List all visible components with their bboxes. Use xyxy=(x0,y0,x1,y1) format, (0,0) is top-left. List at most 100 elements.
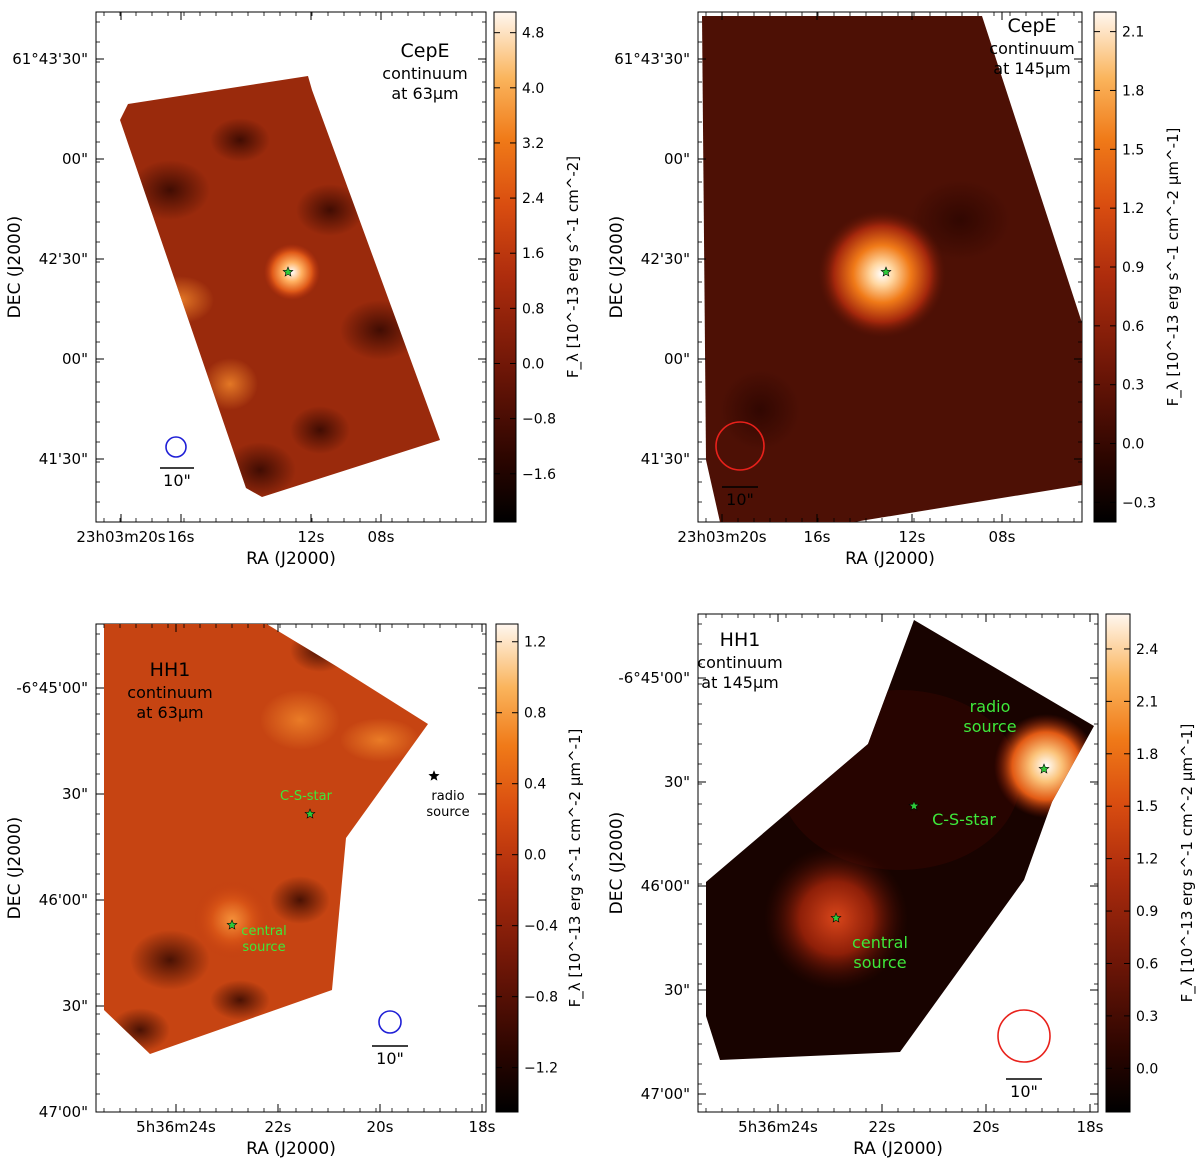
wavelength-label: at 63μm xyxy=(391,84,458,103)
colorbar-label: F_λ [10^-13 erg s^-1 cm^-2 μm^-1] xyxy=(566,729,585,1008)
y-tick-label: 61°43'30" xyxy=(614,50,690,68)
x-axis-label: RA (J2000) xyxy=(853,1139,943,1159)
star-marker xyxy=(226,919,238,930)
colorbar-tick-label: −0.3 xyxy=(1122,495,1156,511)
colorbar-tick-label: −0.8 xyxy=(524,990,558,1006)
x-tick-label: 12s xyxy=(298,528,325,546)
y-axis-label: DEC (J2000) xyxy=(5,216,25,319)
colorbar-tick-label: 0.8 xyxy=(522,301,544,317)
colorbar-tick-label: 0.3 xyxy=(1122,378,1144,394)
colorbar-tick-label: −0.4 xyxy=(524,919,558,935)
star-label: central xyxy=(241,924,286,939)
y-tick-label: 42'30" xyxy=(641,250,690,268)
colorbar-tick-label: 1.2 xyxy=(524,635,546,651)
x-tick-label: 20s xyxy=(367,1118,394,1136)
wavelength-label: at 63μm xyxy=(136,703,203,722)
star-label: C-S-star xyxy=(932,810,996,829)
colorbar-tick-label: 3.2 xyxy=(522,136,544,152)
y-tick-label: 00" xyxy=(664,350,690,368)
y-tick-label: -6°45'00" xyxy=(16,679,88,697)
y-tick-label: 00" xyxy=(62,150,88,168)
y-tick-label: 41'30" xyxy=(39,450,88,468)
wavelength-label: at 145μm xyxy=(993,59,1070,78)
colorbar xyxy=(495,623,519,1113)
colorbar-tick-label: 0.6 xyxy=(1122,319,1144,335)
colorbar-tick-label: 0.4 xyxy=(524,777,546,793)
x-tick-label: 18s xyxy=(1077,1118,1104,1136)
star-marker xyxy=(1038,763,1050,774)
continuum-label: continuum xyxy=(989,39,1074,58)
y-tick-label: 30" xyxy=(62,997,88,1015)
x-tick-label: 18s xyxy=(469,1118,496,1136)
beam-circle xyxy=(715,421,765,471)
y-tick-label: 30" xyxy=(664,773,690,791)
panel-cepe-145um: 23h03m20s 16s 12s 08s 61°43'30" 00" 42'30" 00" 4… xyxy=(607,11,1183,569)
colorbar-tick-label: 0.0 xyxy=(1122,437,1144,453)
y-tick-label: 41'30" xyxy=(641,450,690,468)
star-label: source xyxy=(426,805,469,820)
colorbar-tick-label: 0.0 xyxy=(524,848,546,864)
x-tick-label: 12s xyxy=(899,528,926,546)
colorbar-tick-label: 2.1 xyxy=(1122,25,1144,41)
colorbar-tick-label: 0.0 xyxy=(522,356,544,372)
colorbar-tick-label: 1.6 xyxy=(522,246,544,262)
y-axis-label: DEC (J2000) xyxy=(607,216,627,319)
colorbar-tick-label: 1.2 xyxy=(1122,201,1144,217)
star-label: source xyxy=(242,940,285,955)
star-label: source xyxy=(963,717,1016,736)
scale-bar-label: 10" xyxy=(376,1049,404,1068)
object-label: HH1 xyxy=(720,629,761,651)
colorbar-tick-label: 1.5 xyxy=(1122,142,1144,158)
colorbar-tick-label: 2.1 xyxy=(1136,694,1158,710)
y-tick-label: 47'00" xyxy=(641,1085,690,1103)
continuum-label: continuum xyxy=(697,653,782,672)
object-label: CepE xyxy=(400,40,449,62)
scale-bar-label: 10" xyxy=(1010,1082,1038,1101)
colorbar-tick-label: 0.6 xyxy=(1136,956,1158,972)
star-marker xyxy=(830,912,842,923)
colorbar-tick-label: 1.8 xyxy=(1136,747,1158,763)
colorbar-tick-label: 4.0 xyxy=(522,81,544,97)
colorbar xyxy=(1105,613,1131,1113)
colorbar-tick-label: 1.5 xyxy=(1136,799,1158,815)
star-marker xyxy=(908,800,920,811)
beam-circle xyxy=(165,436,187,458)
beam-circle xyxy=(997,1009,1051,1063)
colorbar-tick-label: 0.9 xyxy=(1122,260,1144,276)
panel-cepe-63um: 23h03m20s 16s 12s 08s 61°43'30" 00" 42'30" 00" 4… xyxy=(5,11,583,569)
colorbar-tick-label: 2.4 xyxy=(1136,642,1158,658)
star-marker xyxy=(304,808,316,819)
panel-hh1-145um: 5h36m24s 22s 20s 18s -6°45'00" 30" 46'00" 30" 47… xyxy=(607,613,1197,1159)
scale-bar-label: 10" xyxy=(726,490,754,509)
x-tick-label: 23h03m20s xyxy=(677,528,766,546)
beam-circle xyxy=(378,1010,402,1034)
star-marker xyxy=(282,266,294,277)
y-tick-label: 46'00" xyxy=(39,891,88,909)
colorbar-tick-label: 0.0 xyxy=(1136,1061,1158,1077)
y-tick-label: 00" xyxy=(664,150,690,168)
panel-hh1-63um: 5h36m24s 22s 20s 18s -6°45'00" 30" 46'00" 30" 47… xyxy=(5,623,585,1159)
y-tick-label: 00" xyxy=(62,350,88,368)
colorbar-tick-label: 0.9 xyxy=(1136,904,1158,920)
star-label: source xyxy=(853,953,906,972)
colorbar-label: F_λ [10^-13 erg s^-1 cm^-2 μm^-1] xyxy=(1178,724,1197,1003)
star-label: C-S-star xyxy=(280,789,333,804)
x-axis-label: RA (J2000) xyxy=(246,549,336,569)
star-label: central xyxy=(852,933,908,952)
x-tick-label: 08s xyxy=(989,528,1016,546)
colorbar-tick-label: −1.6 xyxy=(522,467,556,483)
star-label: radio xyxy=(970,697,1011,716)
x-tick-label: 5h36m24s xyxy=(738,1118,818,1136)
colorbar xyxy=(493,11,517,523)
colorbar-tick-label: 4.8 xyxy=(522,26,544,42)
colorbar-tick-label: 2.4 xyxy=(522,191,544,207)
continuum-label: continuum xyxy=(127,683,212,702)
y-tick-label: 42'30" xyxy=(39,250,88,268)
colorbar-tick-label: 0.8 xyxy=(524,706,546,722)
y-axis-label: DEC (J2000) xyxy=(5,817,25,920)
star-marker xyxy=(880,266,892,277)
x-tick-label: 08s xyxy=(368,528,395,546)
x-tick-label: 23h03m20s xyxy=(76,528,165,546)
y-tick-label: 30" xyxy=(664,981,690,999)
